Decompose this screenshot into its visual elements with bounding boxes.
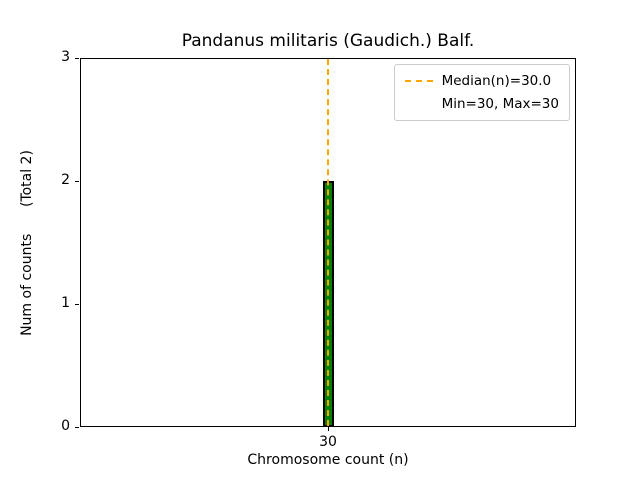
chart-title: Pandanus militaris (Gaudich.) Balf. bbox=[181, 31, 475, 51]
y-tick-label: 2 bbox=[61, 172, 70, 188]
legend: Median(n)=30.0 Min=30, Max=30 bbox=[393, 64, 570, 121]
y-tick-mark bbox=[75, 57, 79, 59]
legend-entry-minmax: Min=30, Max=30 bbox=[405, 96, 559, 112]
y-tick-label: 0 bbox=[61, 418, 70, 434]
y-tick-mark bbox=[75, 180, 79, 182]
legend-dashed-line-sample bbox=[404, 80, 433, 82]
x-axis-label: Chromosome count (n) bbox=[247, 452, 409, 468]
legend-label-median: Median(n)=30.0 bbox=[441, 73, 552, 89]
x-tick-mark bbox=[327, 427, 329, 431]
y-tick-label: 3 bbox=[61, 49, 70, 65]
x-tick-label: 30 bbox=[319, 434, 337, 450]
y-tick-mark bbox=[75, 426, 79, 428]
legend-entry-median: Median(n)=30.0 bbox=[404, 73, 559, 89]
median-line bbox=[327, 59, 329, 426]
legend-label-minmax: Min=30, Max=30 bbox=[441, 96, 559, 112]
y-tick-label: 1 bbox=[61, 295, 70, 311]
y-tick-mark bbox=[75, 303, 79, 305]
